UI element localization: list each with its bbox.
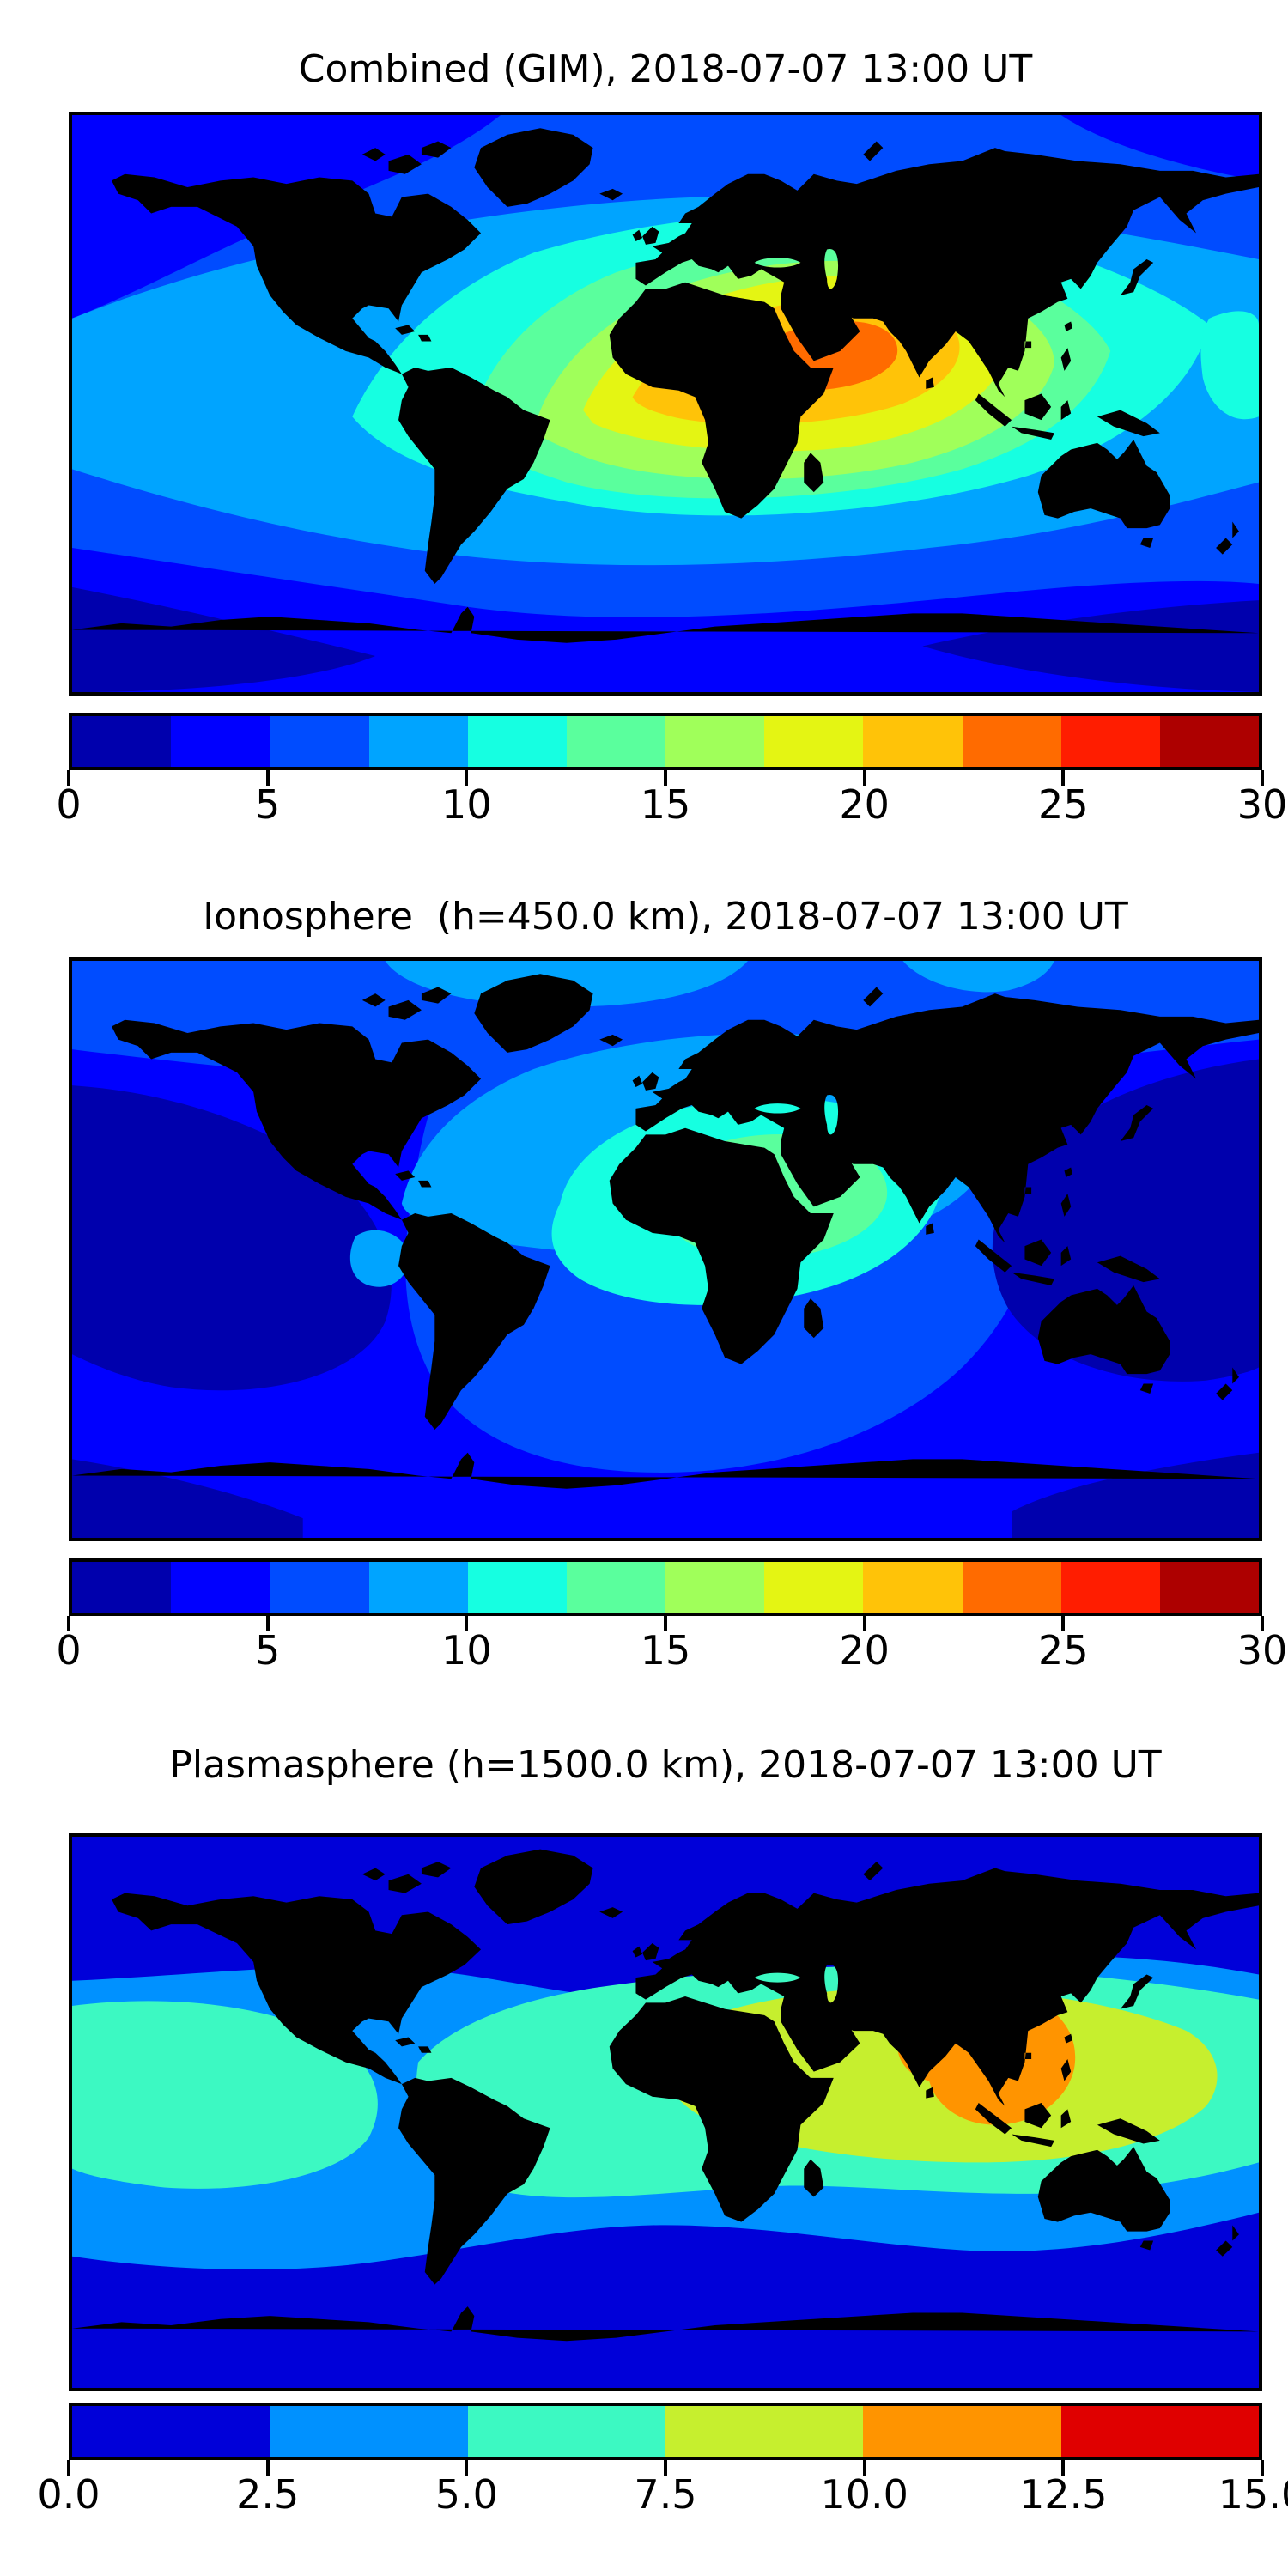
colorbar-tick (862, 770, 866, 786)
panel3-title: Plasmasphere (h=1500.0 km), 2018-07-07 1… (169, 1743, 1162, 1787)
colorbar-segment (270, 716, 369, 767)
colorbar-segment (962, 716, 1061, 767)
colorbar-segment (171, 1562, 270, 1613)
colorbar-tick-label: 15.0 (1218, 2471, 1288, 2518)
colorbar-segment (1159, 716, 1260, 767)
colorbar-segment (368, 1562, 468, 1613)
colorbar-segment (171, 716, 270, 767)
colorbar-ticks-combined (67, 770, 1264, 786)
colorbar-tick-label: 0.0 (37, 2471, 100, 2518)
panel1-title: Combined (GIM), 2018-07-07 13:00 UT (298, 47, 1033, 91)
colorbar-tick (1061, 2460, 1066, 2476)
colorbar-ionosphere (69, 1558, 1262, 1616)
colorbar-tick-label: 0 (56, 1627, 82, 1674)
colorbar-segment (665, 716, 765, 767)
colorbar-segment (467, 2406, 665, 2457)
colorbar-tick (1261, 1616, 1264, 1631)
map-combined-gim (69, 112, 1262, 696)
colorbar-segment (1060, 1562, 1160, 1613)
colorbar-plasmasphere (69, 2403, 1262, 2460)
colorbar-tick-label: 5 (255, 781, 281, 828)
colorbar-tick (862, 1616, 866, 1631)
colorbar-segment (368, 716, 468, 767)
colorbar-segment (270, 2406, 468, 2457)
colorbar-tick-label: 30 (1236, 781, 1288, 828)
colorbar-tick-label: 30 (1236, 1627, 1288, 1674)
colorbar-tick-label: 20 (839, 781, 890, 828)
colorbar-combined (69, 713, 1262, 770)
colorbar-labels-plasmasphere: 0.0 2.5 5.0 7.5 10.0 12.5 15.0 (37, 2471, 1288, 2521)
colorbar-segment (1060, 716, 1160, 767)
colorbar-tick (265, 1616, 270, 1631)
colorbar-tick-label: 15 (640, 781, 691, 828)
colorbar-segment (1060, 2406, 1259, 2457)
colorbar-labels-ionosphere: 0 5 10 15 20 25 30 (56, 1627, 1287, 1677)
colorbar-segment (72, 1562, 172, 1613)
colorbar-tick-label: 12.5 (1019, 2471, 1108, 2518)
colorbar-segment (665, 1562, 765, 1613)
colorbar-tick-label: 20 (839, 1627, 890, 1674)
colorbar-tick (67, 1616, 70, 1631)
colorbar-tick-label: 5.0 (434, 2471, 498, 2518)
colorbar-segment (764, 716, 864, 767)
colorbar-tick-label: 10.0 (820, 2471, 908, 2518)
colorbar-tick-label: 7.5 (634, 2471, 697, 2518)
colorbar-tick (1261, 770, 1264, 786)
colorbar-tick-label: 15 (640, 1627, 691, 1674)
colorbar-segment (863, 716, 963, 767)
colorbar-tick-label: 2.5 (236, 2471, 300, 2518)
colorbar-tick (465, 2460, 469, 2476)
colorbar-segment (72, 2406, 270, 2457)
colorbar-tick-label: 5 (255, 1627, 281, 1674)
colorbar-segment (467, 1562, 567, 1613)
colorbar-tick (67, 770, 70, 786)
colorbar-tick (265, 770, 270, 786)
colorbar-segment (863, 2406, 1061, 2457)
map-plasmasphere (69, 1833, 1262, 2391)
colorbar-segment (863, 1562, 963, 1613)
colorbar-tick (664, 1616, 667, 1631)
colorbar-segment (764, 1562, 864, 1613)
colorbar-tick (67, 2460, 70, 2476)
colorbar-segment (467, 716, 567, 767)
colorbar-segment (962, 1562, 1061, 1613)
colorbar-tick (664, 770, 667, 786)
colorbar-labels-combined: 0 5 10 15 20 25 30 (56, 781, 1287, 831)
colorbar-tick (664, 2460, 667, 2476)
colorbar-segment (72, 716, 172, 767)
map-ionosphere (69, 957, 1262, 1541)
colorbar-ticks-ionosphere (67, 1616, 1264, 1631)
panel2-title: Ionosphere (h=450.0 km), 2018-07-07 13:0… (203, 895, 1128, 939)
colorbar-tick (862, 2460, 866, 2476)
colorbar-tick (265, 2460, 270, 2476)
colorbar-tick (1261, 2460, 1264, 2476)
colorbar-segment (566, 716, 666, 767)
colorbar-tick (465, 1616, 469, 1631)
colorbar-segment (665, 2406, 864, 2457)
colorbar-tick-label: 10 (441, 781, 492, 828)
colorbar-segment (566, 1562, 666, 1613)
colorbar-tick (1061, 1616, 1066, 1631)
colorbar-segment (1159, 1562, 1260, 1613)
colorbar-tick-label: 10 (441, 1627, 492, 1674)
colorbar-tick-label: 25 (1038, 1627, 1089, 1674)
colorbar-tick-label: 25 (1038, 781, 1089, 828)
colorbar-segment (270, 1562, 369, 1613)
colorbar-ticks-plasmasphere (67, 2460, 1264, 2476)
colorbar-tick (465, 770, 469, 786)
colorbar-tick-label: 0 (56, 781, 82, 828)
colorbar-tick (1061, 770, 1066, 786)
